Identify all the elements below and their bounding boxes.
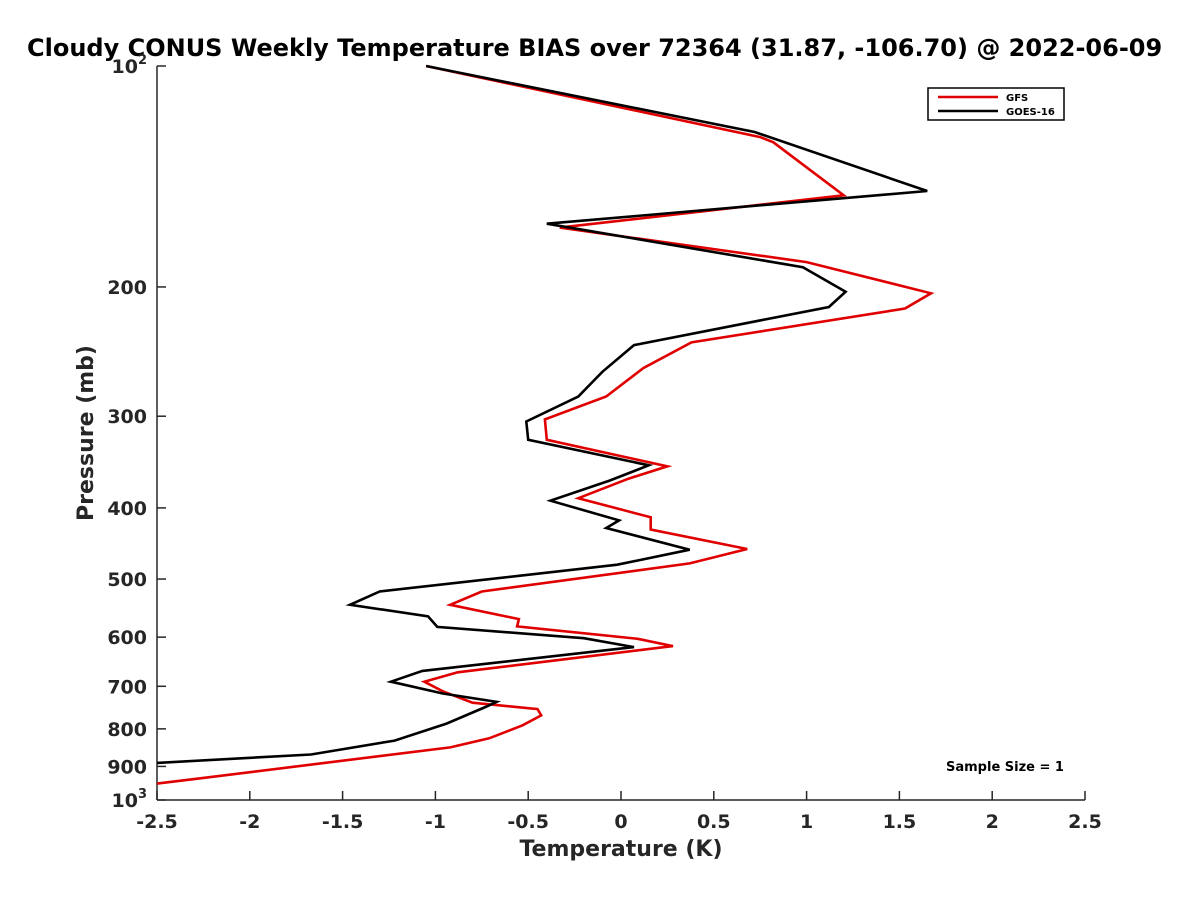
x-tick-label: -1.5 (322, 811, 364, 833)
y-axis-ticks: 102 200 300 400 500 600 700 800 900 103 (107, 53, 166, 812)
series-line-goes-16 (157, 64, 928, 765)
legend-box (927, 87, 1065, 121)
legend-label-gfs: GFS (1006, 93, 1028, 104)
x-axis-label: Temperature (K) (519, 837, 722, 862)
x-tick-label: 2.5 (1068, 811, 1102, 833)
y-tick-label: 600 (107, 627, 147, 649)
x-tick-label: 1.5 (883, 811, 917, 833)
x-tick-label: -2 (239, 811, 260, 833)
y-tick-label: 103 (112, 787, 148, 812)
sample-size-annotation: Sample Size = 1 (946, 760, 1064, 775)
axes (156, 66, 1085, 801)
x-tick-label: -2.5 (136, 811, 178, 833)
chart-title: Cloudy CONUS Weekly Temperature BIAS ove… (27, 34, 1162, 62)
series-lines (157, 64, 935, 785)
legend-label-goes-16: GOES-16 (1006, 107, 1055, 118)
x-axis-ticks: -2.5 -2 -1.5 -1 -0.5 0 0.5 1 1.5 2 2.5 (136, 791, 1102, 833)
y-tick-label: 300 (107, 406, 147, 428)
y-tick-label: 700 (107, 676, 147, 698)
x-tick-label: -0.5 (507, 811, 549, 833)
y-tick-label: 800 (107, 719, 147, 741)
y-tick-label: 200 (107, 277, 147, 299)
y-axis-label: Pressure (mb) (74, 345, 99, 521)
series-line-gfs (157, 64, 935, 785)
x-tick-label: 2 (986, 811, 999, 833)
x-tick-label: 0 (614, 811, 627, 833)
y-tick-label: 500 (107, 569, 147, 591)
legend: GFS GOES-16 (927, 87, 1065, 121)
y-tick-label: 900 (107, 756, 147, 778)
x-tick-label: 0.5 (697, 811, 731, 833)
y-tick-label: 102 (112, 53, 148, 78)
x-tick-label: 1 (800, 811, 813, 833)
x-tick-label: -1 (425, 811, 446, 833)
y-tick-label: 400 (107, 498, 147, 520)
